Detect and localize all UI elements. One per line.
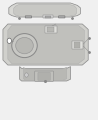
Polygon shape bbox=[20, 67, 71, 81]
FancyBboxPatch shape bbox=[59, 16, 65, 18]
FancyBboxPatch shape bbox=[35, 71, 53, 81]
Circle shape bbox=[25, 73, 28, 77]
Polygon shape bbox=[3, 24, 88, 65]
Polygon shape bbox=[9, 3, 80, 17]
FancyBboxPatch shape bbox=[43, 15, 53, 18]
FancyBboxPatch shape bbox=[72, 41, 83, 49]
FancyBboxPatch shape bbox=[47, 27, 54, 32]
FancyBboxPatch shape bbox=[45, 26, 57, 33]
Polygon shape bbox=[8, 25, 84, 64]
Ellipse shape bbox=[12, 34, 37, 58]
FancyBboxPatch shape bbox=[45, 16, 51, 18]
Polygon shape bbox=[24, 67, 67, 80]
FancyBboxPatch shape bbox=[74, 42, 80, 48]
FancyBboxPatch shape bbox=[25, 16, 32, 18]
Polygon shape bbox=[14, 4, 76, 16]
Ellipse shape bbox=[16, 37, 33, 54]
Circle shape bbox=[7, 38, 11, 43]
FancyBboxPatch shape bbox=[38, 72, 50, 80]
